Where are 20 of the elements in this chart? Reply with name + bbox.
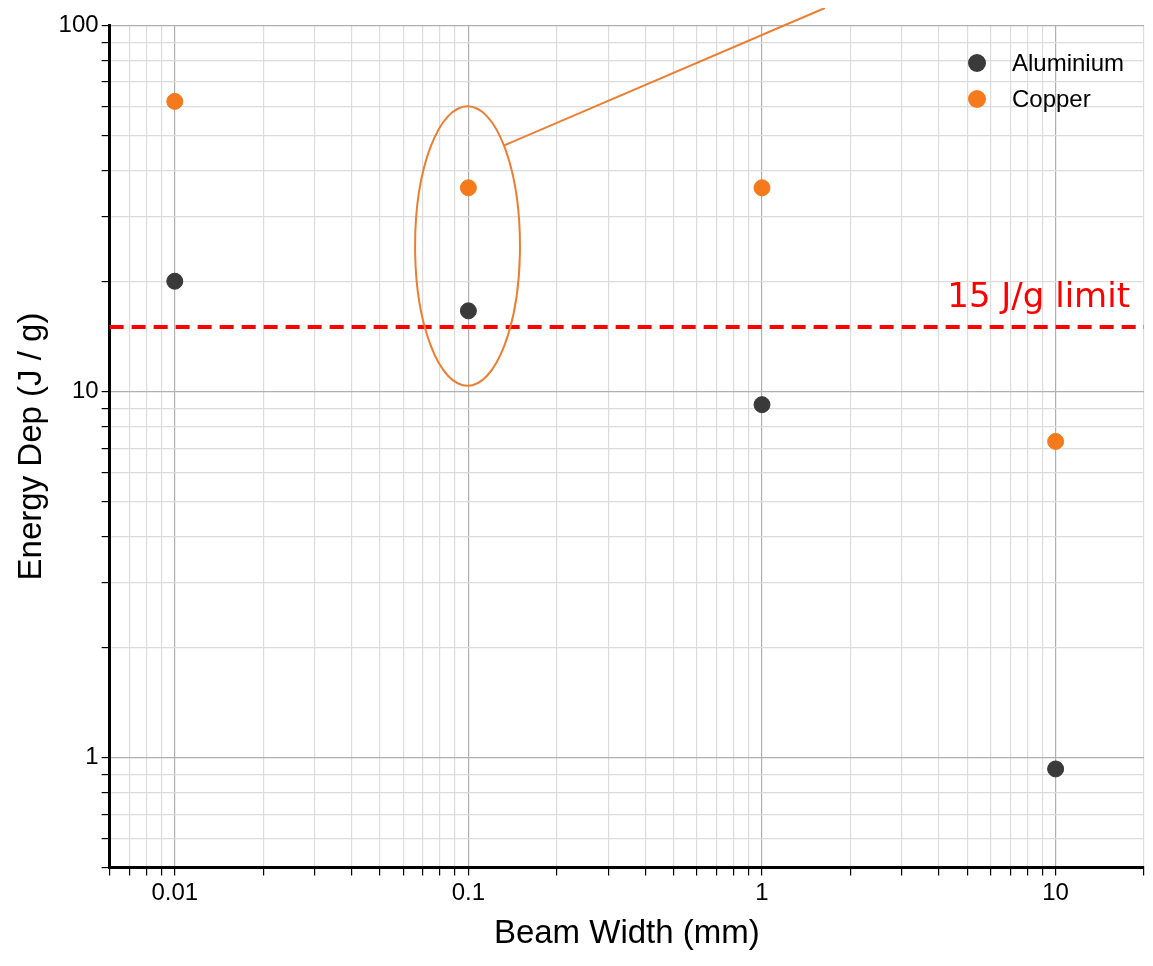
ref-line-label: 15 J/g limit	[947, 274, 1130, 315]
y-tick-label: 1	[85, 742, 99, 770]
point	[459, 302, 477, 320]
x-tick-label: 0.01	[151, 877, 199, 905]
point	[166, 92, 184, 110]
point	[166, 272, 184, 290]
point	[1047, 760, 1065, 778]
x-tick-label: 1	[755, 877, 769, 905]
point	[1047, 432, 1065, 450]
y-tick-label: 10	[71, 376, 99, 404]
y-axis-title: Energy Dep (J / g)	[10, 312, 48, 581]
y-tick-label: 100	[58, 10, 99, 38]
x-tick-label: 10	[1042, 877, 1069, 905]
legend-label: Copper	[1011, 84, 1091, 115]
point	[459, 179, 477, 197]
x-axis-title: Beam Width (mm)	[493, 913, 760, 951]
point	[753, 179, 771, 197]
x-tick-label: 0.1	[451, 877, 486, 905]
point	[753, 396, 771, 414]
legend-label: Aluminium	[1011, 48, 1124, 79]
